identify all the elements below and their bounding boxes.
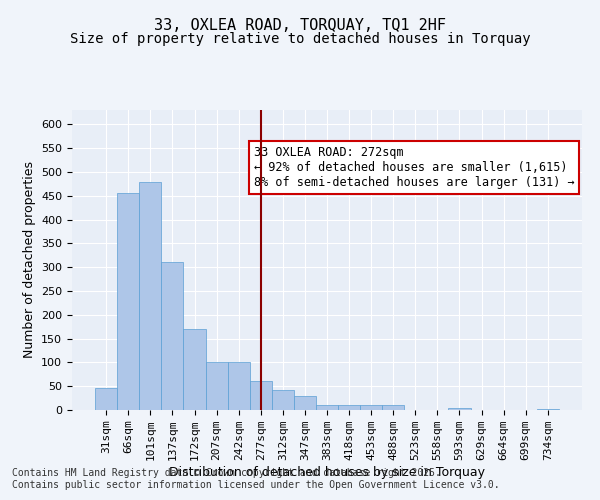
Bar (316, 405, 338, 410)
Bar (139, 182, 161, 410)
Bar (272, 390, 294, 410)
Bar (206, 362, 227, 410)
Bar (338, 405, 360, 410)
Bar (227, 362, 250, 410)
Bar (95, 388, 117, 410)
Bar (382, 405, 404, 410)
Bar (161, 262, 184, 410)
Text: 33, OXLEA ROAD, TORQUAY, TQ1 2HF: 33, OXLEA ROAD, TORQUAY, TQ1 2HF (154, 18, 446, 32)
Bar (250, 382, 272, 410)
Bar (360, 405, 382, 410)
Bar (184, 329, 206, 410)
Y-axis label: Number of detached properties: Number of detached properties (23, 162, 35, 358)
X-axis label: Distribution of detached houses by size in Torquay: Distribution of detached houses by size … (169, 466, 485, 479)
Bar (294, 396, 316, 410)
Bar (117, 194, 139, 410)
Text: Size of property relative to detached houses in Torquay: Size of property relative to detached ho… (70, 32, 530, 46)
Bar (537, 408, 559, 410)
Text: 33 OXLEA ROAD: 272sqm
← 92% of detached houses are smaller (1,615)
8% of semi-de: 33 OXLEA ROAD: 272sqm ← 92% of detached … (254, 146, 575, 189)
Bar (448, 408, 470, 410)
Text: Contains HM Land Registry data © Crown copyright and database right 2025.
Contai: Contains HM Land Registry data © Crown c… (12, 468, 500, 490)
